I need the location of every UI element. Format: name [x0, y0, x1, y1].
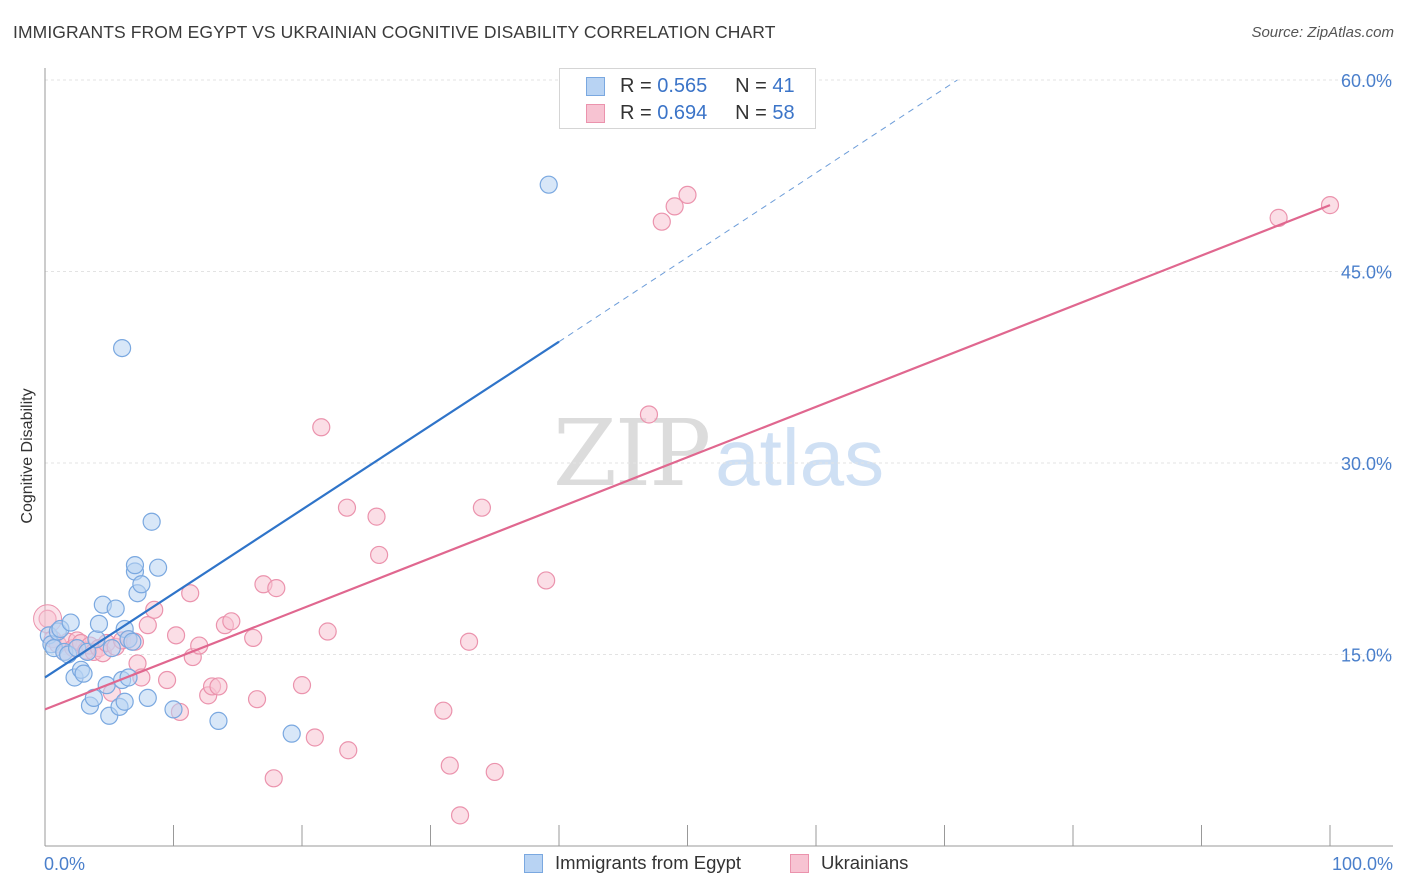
ukrainians-point — [166, 626, 186, 645]
ukrainians-point — [305, 728, 324, 747]
x-tick-label: 0.0% — [44, 854, 85, 874]
ukrainians-point — [157, 670, 177, 690]
y-tick-label: 60.0% — [1341, 71, 1392, 91]
legend-n-label: N = — [735, 74, 767, 97]
egypt-swatch — [524, 853, 543, 873]
ukrainians-point — [450, 806, 470, 825]
ukrainians-point — [244, 628, 263, 648]
ukrainians-point — [537, 571, 556, 590]
ukrainians-point — [312, 418, 331, 437]
legend-r-value-egypt: 0.565 — [657, 74, 708, 97]
ukrainians-point — [639, 405, 659, 424]
egypt-point — [148, 558, 168, 577]
legend-label-egypt: Immigrants from Egypt — [555, 852, 742, 873]
legend-r-value-ukrainians: 0.694 — [657, 101, 708, 124]
egypt-point — [125, 556, 145, 575]
egypt-point — [115, 692, 134, 711]
ukrainians-point — [209, 677, 228, 696]
ukrainians-point — [337, 498, 357, 517]
ukrainians-point — [145, 600, 164, 619]
ukrainians-swatch — [790, 853, 809, 873]
ukrainians-point — [318, 622, 337, 641]
ukrainians-point — [292, 676, 312, 695]
chart-title: IMMIGRANTS FROM EGYPT VS UKRAINIAN COGNI… — [13, 22, 776, 42]
egypt-point — [209, 711, 228, 730]
x-tick-label: 100.0% — [1332, 854, 1393, 874]
legend-r-label: R = — [620, 101, 652, 124]
ukrainians-trend-line — [44, 204, 1331, 711]
ukrainians-point — [434, 701, 453, 720]
egypt-point — [123, 632, 142, 651]
axes — [44, 68, 1393, 847]
ukrainians-point — [267, 579, 286, 598]
ukrainians-point — [367, 507, 386, 526]
ukrainians-point — [459, 632, 479, 651]
egypt-point — [89, 614, 109, 633]
ukrainians-points — [33, 185, 1340, 825]
egypt-point — [112, 339, 132, 358]
ukrainians-point — [485, 762, 504, 782]
egypt-point — [164, 700, 183, 719]
y-tick-label: 45.0% — [1341, 263, 1392, 283]
egypt-points — [39, 175, 558, 743]
egypt-point — [74, 664, 93, 683]
ukrainians-point — [678, 185, 697, 204]
ukrainians-point — [472, 498, 491, 517]
ukrainians-point — [652, 212, 671, 231]
ukrainians-point — [370, 545, 389, 565]
y-tick-label: 15.0% — [1341, 646, 1392, 666]
egypt-point — [61, 613, 80, 632]
egypt-point — [138, 688, 157, 708]
egypt-swatch — [586, 76, 605, 96]
legend-label-ukrainians: Ukrainians — [821, 852, 909, 873]
legend-r-label: R = — [620, 74, 652, 97]
ukrainians-point — [665, 197, 684, 216]
egypt-point — [142, 512, 161, 531]
ukrainians-point — [339, 741, 358, 760]
legend-n-label: N = — [735, 101, 767, 124]
tick-labels: 15.0% 30.0% 45.0% 60.0% 0.0% 100.0% — [44, 71, 1393, 874]
egypt-point — [539, 175, 558, 194]
correlation-legend: R = 0.565 N = 41 R = 0.694 N = 58 — [559, 68, 816, 129]
egypt-trend-line — [44, 340, 560, 679]
gridlines — [45, 79, 1393, 655]
ukrainians-point — [138, 616, 157, 635]
legend-n-value-ukrainians: 58 — [772, 101, 795, 124]
ukrainians-point — [440, 756, 459, 775]
egypt-point — [102, 639, 121, 658]
ukrainians-point — [247, 690, 267, 709]
legend-item-ukrainians[interactable]: Ukrainians — [790, 852, 908, 874]
ukrainians-swatch — [586, 103, 605, 123]
ukrainians-point — [222, 612, 241, 631]
y-tick-label: 30.0% — [1341, 454, 1392, 474]
ukrainians-point — [264, 769, 283, 788]
ukrainians-point — [181, 584, 200, 603]
legend-n-value-egypt: 41 — [772, 74, 795, 97]
egypt-point — [282, 724, 301, 743]
series-legend: Immigrants from Egypt Ukrainians — [0, 852, 1406, 876]
legend-item-egypt[interactable]: Immigrants from Egypt — [524, 852, 741, 874]
egypt-trend-extension — [558, 79, 958, 343]
trend-lines — [44, 79, 1331, 711]
source-note: Source: ZipAtlas.com — [1251, 24, 1394, 41]
egypt-point — [106, 599, 125, 618]
egypt-point — [132, 575, 151, 594]
